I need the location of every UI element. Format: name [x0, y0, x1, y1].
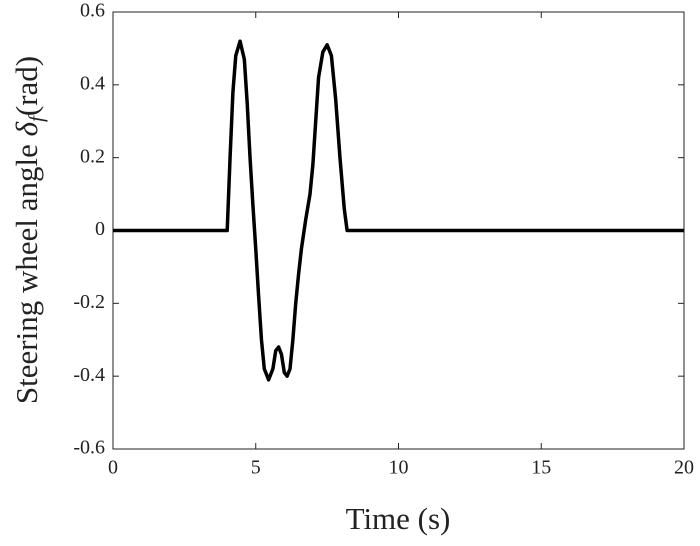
x-tick-label: 10: [389, 457, 409, 479]
y-tick-label: 0.6: [80, 0, 105, 22]
y-label-text: Steering wheel angle: [9, 144, 44, 404]
y-label-subscript: f: [24, 113, 48, 122]
data-line: [113, 39, 684, 382]
y-tick-label: 0.4: [80, 72, 105, 94]
y-tick-label: 0.2: [80, 145, 105, 167]
y-tick-label: -0.4: [73, 364, 105, 386]
y-axis-label: Steering wheel angle δf(rad): [9, 56, 48, 404]
y-label-symbol: δ: [9, 121, 44, 136]
x-tick-label: 5: [251, 457, 261, 479]
x-axis-label: Time (s): [346, 501, 451, 536]
y-tick-label: 0: [95, 218, 105, 240]
y-label-unit: (rad): [9, 56, 44, 116]
x-tick-label: 15: [531, 457, 551, 479]
y-tick-label: -0.2: [73, 291, 105, 313]
y-tick-label: -0.6: [73, 437, 105, 459]
x-tick-label: 20: [674, 457, 694, 479]
x-tick-label: 0: [108, 457, 118, 479]
